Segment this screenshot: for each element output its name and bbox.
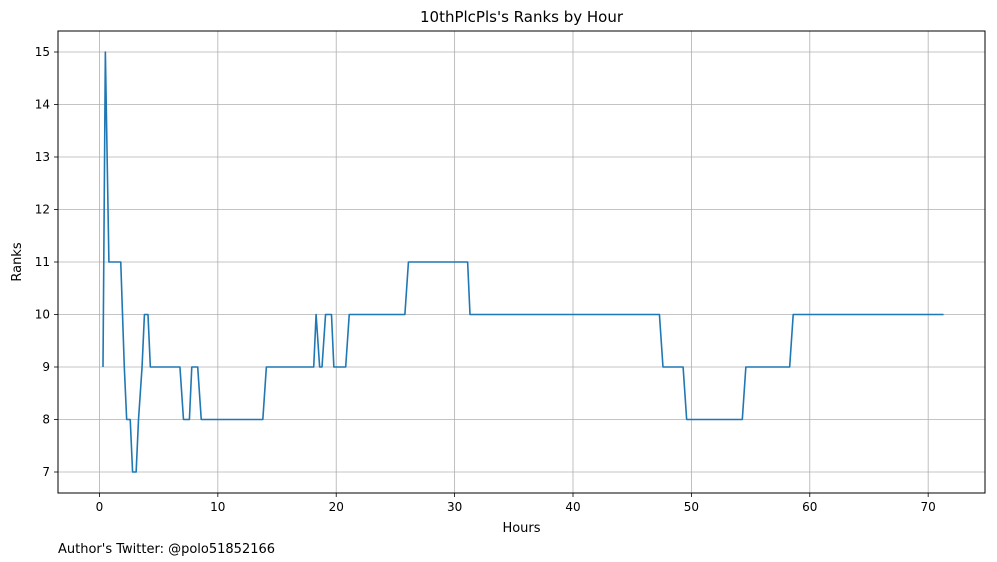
rank-series-line xyxy=(102,51,944,473)
x-tick-label: 20 xyxy=(329,500,344,514)
tick-layer: 0 10 20 30 40 50 60 70 7 8 9 10 11 12 13 14 15 xyxy=(35,45,936,514)
y-tick-label: 9 xyxy=(42,360,50,374)
y-tick-label: 10 xyxy=(35,308,50,322)
y-axis-title: Ranks xyxy=(10,242,25,281)
y-tick-label: 8 xyxy=(42,413,50,427)
y-tick-label: 13 xyxy=(35,150,50,164)
y-tick-label: 7 xyxy=(42,465,50,479)
x-tick-label: 0 xyxy=(96,500,104,514)
x-tick-label: 30 xyxy=(447,500,462,514)
x-tick-label: 70 xyxy=(921,500,936,514)
y-tick-label: 14 xyxy=(35,98,50,112)
series-layer xyxy=(102,51,944,473)
x-tick-label: 40 xyxy=(565,500,580,514)
grid-lines xyxy=(58,31,985,493)
x-tick-label: 10 xyxy=(210,500,225,514)
author-twitter-footer: Author's Twitter: @polo51852166 xyxy=(58,542,275,557)
x-tick-label: 60 xyxy=(802,500,817,514)
chart-title: 10thPlcPls's Ranks by Hour xyxy=(420,8,624,26)
y-tick-label: 11 xyxy=(35,255,50,269)
x-axis-title: Hours xyxy=(502,521,540,536)
x-tick-label: 50 xyxy=(684,500,699,514)
y-tick-label: 15 xyxy=(35,45,50,59)
y-tick-label: 12 xyxy=(35,203,50,217)
